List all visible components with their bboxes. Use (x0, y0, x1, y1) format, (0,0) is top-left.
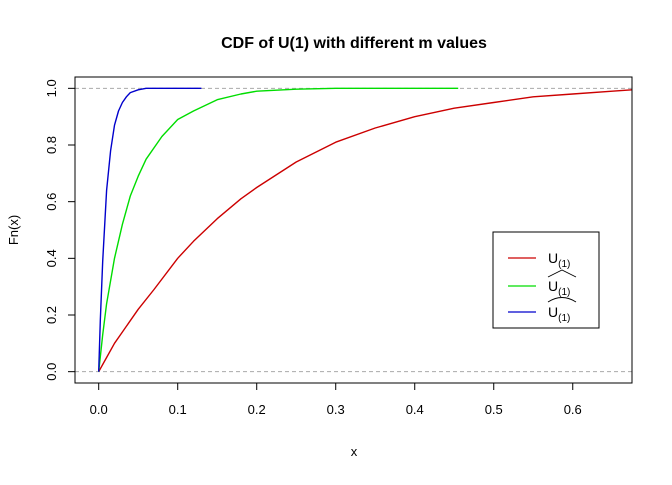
reference-lines (75, 87, 632, 373)
y-tick-label: 0.4 (44, 249, 59, 267)
legend-label-2: U(1) (548, 304, 570, 324)
x-tick-label: 0.6 (564, 402, 582, 417)
x-tick-label: 0.5 (485, 402, 503, 417)
x-axis: 0.0 0.1 0.2 0.3 0.4 0.5 0.6 (90, 382, 582, 417)
x-tick-label: 0.0 (90, 402, 108, 417)
hat-accent-icon (547, 269, 577, 278)
y-tick-label: 0.2 (44, 306, 59, 324)
chart-title: CDF of U(1) with different m values (221, 35, 487, 52)
y-axis-label: Fn(x) (6, 215, 21, 245)
series-lines (98, 87, 633, 373)
plot-frame (74, 76, 633, 384)
x-axis-label: x (351, 444, 358, 459)
series-line-1 (98, 87, 459, 372)
y-tick-label: 0.8 (44, 136, 59, 154)
y-tick-label: 0.0 (44, 363, 59, 381)
series-line-0 (98, 89, 633, 373)
legend-box (492, 231, 600, 329)
x-tick-label: 0.1 (169, 402, 187, 417)
legend-label-0: U(1) (548, 250, 570, 270)
y-tick-label: 0.6 (44, 193, 59, 211)
legend: U(1) U(1) U(1) (492, 231, 600, 329)
x-tick-label: 0.2 (248, 402, 266, 417)
tilde-accent-icon (547, 297, 577, 303)
x-tick-label: 0.4 (406, 402, 424, 417)
legend-label-1: U(1) (548, 278, 570, 298)
y-axis: 0.0 0.2 0.4 0.6 0.8 1.0 (44, 79, 76, 381)
series-line-2 (98, 87, 202, 372)
y-tick-label: 1.0 (44, 79, 59, 97)
x-tick-label: 0.3 (327, 402, 345, 417)
